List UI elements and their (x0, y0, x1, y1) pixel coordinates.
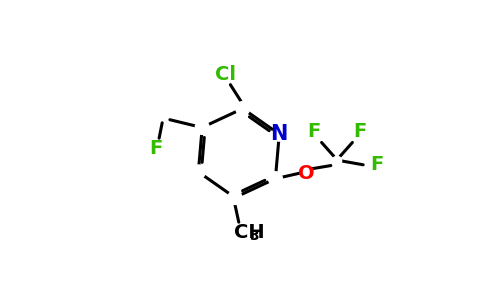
Text: F: F (307, 122, 320, 141)
Text: 3: 3 (250, 229, 259, 243)
Text: CH: CH (234, 224, 265, 242)
Circle shape (236, 102, 250, 116)
Text: Cl: Cl (215, 65, 236, 84)
Circle shape (272, 127, 286, 141)
Circle shape (333, 156, 342, 166)
Text: F: F (370, 155, 384, 174)
Circle shape (228, 190, 242, 205)
Text: F: F (353, 122, 367, 141)
Text: F: F (150, 140, 163, 158)
Text: N: N (271, 124, 288, 144)
Circle shape (196, 121, 209, 134)
Circle shape (269, 172, 282, 186)
Text: O: O (298, 164, 315, 183)
Circle shape (191, 165, 205, 179)
